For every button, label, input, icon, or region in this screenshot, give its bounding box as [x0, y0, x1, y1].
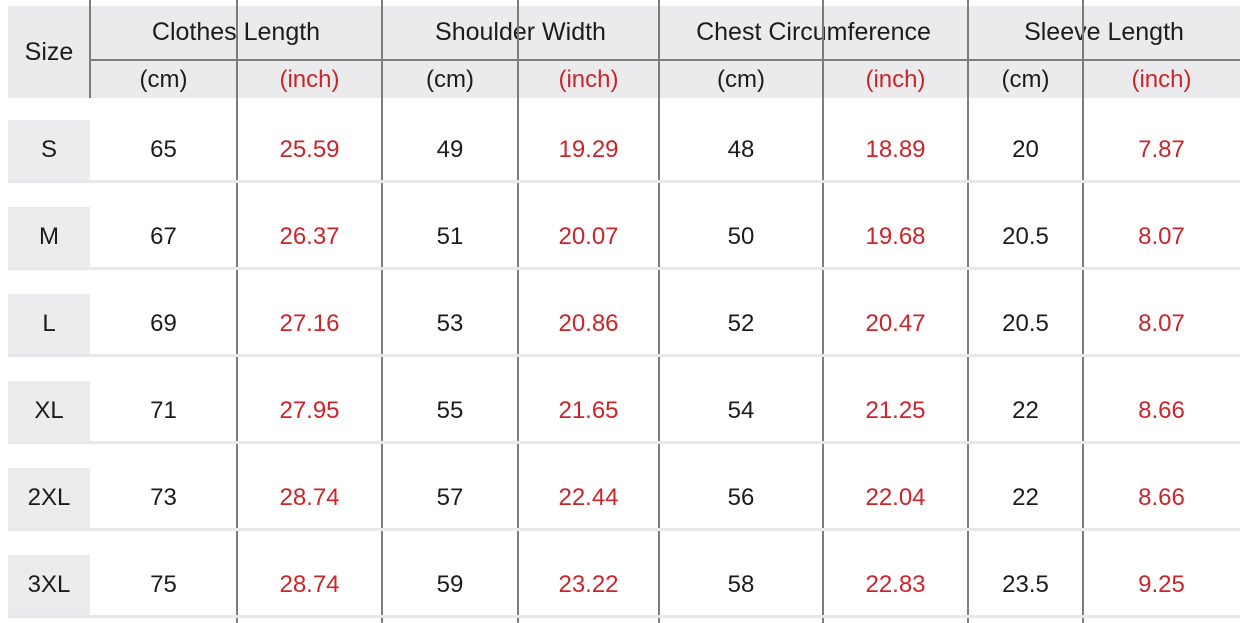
table-cell: 65 — [150, 136, 177, 163]
table-cell: 8.66 — [1138, 484, 1185, 511]
table-cell: 56 — [727, 484, 755, 511]
table-cell: 27.95 — [279, 397, 340, 424]
table-cell: 20.5 — [1002, 223, 1049, 250]
unit-header-clothes-cm: (cm) — [139, 65, 188, 93]
table-cell: 75 — [150, 571, 177, 598]
table-cell: 9.25 — [1138, 571, 1185, 598]
table-cell: 51 — [436, 223, 464, 250]
table-cell: 67 — [150, 223, 177, 250]
table-cell: 20.5 — [1002, 310, 1049, 337]
row-separator — [8, 267, 1240, 270]
grid-line-vertical — [381, 0, 383, 623]
row-size-cell: L — [8, 294, 90, 354]
table-cell: 22.44 — [558, 484, 619, 511]
table-cell: 21.25 — [865, 397, 926, 424]
table-cell: 22 — [1012, 484, 1039, 511]
table-cell: 8.07 — [1138, 223, 1185, 250]
table-cell: 19.68 — [865, 223, 926, 250]
row-size-cell: 3XL — [8, 555, 90, 615]
table-cell: 73 — [150, 484, 177, 511]
table-cell: 28.74 — [279, 571, 340, 598]
table-cell: 20 — [1012, 136, 1039, 163]
column-header-size: Size — [24, 37, 74, 66]
table-header-background — [8, 6, 1240, 98]
grid-line-vertical-size — [89, 0, 91, 98]
grid-line-vertical — [517, 0, 519, 623]
row-size-cell: 2XL — [8, 468, 90, 528]
table-cell: 25.59 — [279, 136, 340, 163]
column-header-chest-circumference: Chest Circumference — [696, 18, 931, 46]
table-cell: 55 — [436, 397, 464, 424]
unit-header-shoulder-inch: (inch) — [558, 65, 619, 93]
row-separator — [8, 354, 1240, 357]
row-separator — [8, 180, 1240, 183]
grid-line-vertical — [658, 0, 660, 623]
column-header-shoulder-width: Shoulder Width — [435, 18, 606, 46]
table-cell: 53 — [436, 310, 464, 337]
row-separator — [8, 441, 1240, 444]
row-size-cell: XL — [8, 381, 90, 441]
table-cell: 20.07 — [558, 223, 619, 250]
row-size-cell: S — [8, 120, 90, 180]
table-cell: 58 — [727, 571, 755, 598]
row-separator — [8, 615, 1240, 618]
header-divider-line — [90, 59, 1240, 61]
table-cell: 8.66 — [1138, 397, 1185, 424]
table-cell: 48 — [727, 136, 755, 163]
row-separator — [8, 528, 1240, 531]
grid-line-vertical — [822, 0, 824, 623]
table-cell: 22 — [1012, 397, 1039, 424]
unit-header-chest-inch: (inch) — [865, 65, 926, 93]
table-cell: 59 — [436, 571, 464, 598]
table-cell: 52 — [727, 310, 755, 337]
table-cell: 7.87 — [1138, 136, 1185, 163]
table-cell: 50 — [727, 223, 755, 250]
table-cell: 26.37 — [279, 223, 340, 250]
table-cell: 22.83 — [865, 571, 926, 598]
unit-header-sleeve-cm: (cm) — [1001, 65, 1050, 93]
table-cell: 20.47 — [865, 310, 926, 337]
table-cell: 19.29 — [558, 136, 619, 163]
unit-header-shoulder-cm: (cm) — [426, 65, 474, 93]
table-cell: 49 — [436, 136, 464, 163]
table-cell: 23.5 — [1002, 571, 1049, 598]
table-cell: 54 — [727, 397, 755, 424]
column-header-sleeve-length: Sleeve Length — [1024, 18, 1184, 46]
unit-header-sleeve-inch: (inch) — [1131, 65, 1192, 93]
table-cell: 28.74 — [279, 484, 340, 511]
row-size-cell: M — [8, 207, 90, 267]
unit-header-chest-cm: (cm) — [717, 65, 765, 93]
table-cell: 69 — [150, 310, 177, 337]
table-cell: 21.65 — [558, 397, 619, 424]
table-cell: 8.07 — [1138, 310, 1185, 337]
table-cell: 57 — [436, 484, 464, 511]
table-cell: 27.16 — [279, 310, 340, 337]
table-cell: 20.86 — [558, 310, 619, 337]
table-cell: 23.22 — [558, 571, 619, 598]
table-cell: 71 — [150, 397, 177, 424]
grid-line-vertical — [967, 0, 969, 623]
table-cell: 18.89 — [865, 136, 926, 163]
unit-header-clothes-inch: (inch) — [279, 65, 340, 93]
grid-line-vertical — [1082, 0, 1084, 623]
grid-line-vertical — [236, 0, 238, 623]
table-cell: 22.04 — [865, 484, 926, 511]
